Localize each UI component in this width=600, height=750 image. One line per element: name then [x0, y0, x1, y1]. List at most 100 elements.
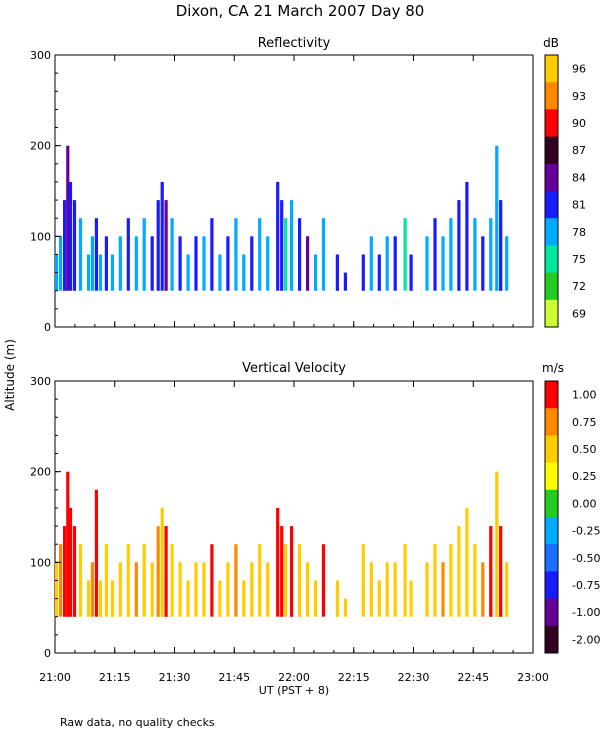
reflectivity-data-column: [321, 218, 326, 291]
reflectivity-data-column: [63, 200, 67, 291]
reflectivity-data-column: [250, 236, 254, 291]
reflectivity-data-column: [290, 200, 294, 291]
reflectivity-colorbar-label: 84: [572, 171, 586, 184]
reflectivity-y-tick-label: 100: [30, 230, 51, 243]
reflectivity-data-column: [306, 236, 310, 291]
reflectivity-data-column: [258, 218, 262, 291]
velocity-colorbar-label: -0.50: [572, 552, 600, 565]
reflectivity-data-column: [457, 200, 461, 291]
x-tick-label: 23:00: [517, 671, 549, 684]
velocity-data-column: [321, 544, 326, 617]
reflectivity-data-column: [505, 236, 509, 291]
velocity-data-column: [68, 507, 73, 617]
velocity-data-column: [242, 580, 246, 617]
velocity-colorbar-swatch: [545, 381, 558, 409]
velocity-data-column: [313, 580, 318, 617]
velocity-data-column: [409, 580, 413, 617]
reflectivity-data-column: [194, 236, 198, 291]
velocity-data-column: [385, 562, 389, 617]
velocity-data-column: [210, 544, 214, 617]
velocity-data-column: [499, 526, 503, 617]
reflectivity-data-column: [178, 236, 182, 291]
reflectivity-data-column: [164, 200, 168, 291]
reflectivity-colorbar-label: 78: [572, 226, 586, 239]
velocity-data-column: [186, 580, 190, 617]
velocity-data-column: [361, 544, 365, 617]
reflectivity-colorbar-label: 69: [572, 307, 586, 320]
x-tick-label: 21:00: [39, 671, 71, 684]
reflectivity-colorbar-label: 90: [572, 117, 586, 130]
reflectivity-data-column: [280, 200, 284, 291]
velocity-data-column: [457, 526, 461, 617]
reflectivity-data-column: [59, 236, 63, 291]
velocity-colorbar-label: -1.00: [572, 606, 600, 619]
reflectivity-data-column: [202, 236, 206, 291]
velocity-data-column: [160, 507, 164, 617]
velocity-colorbar-swatch: [545, 435, 558, 464]
reflectivity-data-columns: [55, 145, 509, 291]
reflectivity-data-column: [126, 218, 130, 291]
reflectivity-title: Reflectivity: [258, 36, 331, 51]
reflectivity-y-tick-label: 200: [30, 140, 51, 153]
velocity-data-column: [234, 544, 238, 617]
reflectivity-data-column: [78, 218, 83, 291]
velocity-colorbar-unit: m/s: [542, 361, 564, 375]
reflectivity-colorbar-swatch: [545, 82, 558, 110]
velocity-data-column: [505, 562, 509, 617]
reflectivity-data-column: [170, 218, 174, 291]
reflectivity-colorbar-swatch: [545, 163, 558, 192]
reflectivity-data-column: [118, 236, 122, 291]
velocity-colorbar-swatch: [545, 544, 558, 572]
reflectivity-data-column: [266, 236, 270, 291]
velocity-data-column: [495, 471, 499, 617]
reflectivity-data-column: [284, 218, 288, 291]
reflectivity-data-column: [72, 200, 77, 291]
velocity-colorbar-swatch: [545, 598, 558, 627]
reflectivity-data-column: [433, 218, 437, 291]
reflectivity-data-column: [104, 236, 108, 291]
reflectivity-data-column: [361, 254, 365, 291]
reflectivity-data-column: [156, 200, 160, 291]
reflectivity-colorbar-label: 75: [572, 253, 586, 266]
velocity-data-column: [290, 526, 294, 617]
velocity-y-tick-label: 200: [30, 466, 51, 479]
velocity-y-tick-label: 300: [30, 375, 51, 388]
velocity-data-column: [377, 580, 381, 617]
reflectivity-colorbar-swatch: [545, 299, 558, 328]
velocity-data-column: [481, 562, 485, 617]
reflectivity-data-column: [385, 236, 389, 291]
reflectivity-data-column: [377, 254, 381, 291]
reflectivity-data-column: [86, 254, 91, 291]
velocity-data-column: [63, 526, 67, 617]
velocity-data-column: [164, 526, 168, 617]
reflectivity-data-column: [403, 218, 407, 291]
x-tick-label: 21:15: [99, 671, 131, 684]
velocity-data-column: [218, 580, 222, 617]
reflectivity-data-column: [68, 181, 73, 291]
velocity-y-tick-label: 100: [30, 556, 51, 569]
velocity-data-column: [66, 471, 70, 617]
reflectivity-data-column: [218, 254, 222, 291]
velocity-data-column: [72, 526, 77, 617]
velocity-data-column: [250, 562, 254, 617]
reflectivity-data-column: [343, 272, 347, 291]
velocity-data-column: [59, 544, 63, 617]
velocity-colorbar-swatch: [545, 408, 558, 436]
velocity-data-column: [403, 544, 407, 617]
velocity-y-tick-label: 0: [44, 647, 51, 660]
reflectivity-data-column: [242, 254, 246, 291]
velocity-colorbar-frame: [544, 380, 559, 654]
reflectivity-colorbar-label: 96: [572, 63, 586, 76]
velocity-colorbar-swatch: [545, 462, 558, 491]
velocity-data-column: [126, 544, 130, 617]
x-tick-label: 21:30: [159, 671, 191, 684]
reflectivity-data-column: [489, 218, 493, 291]
y-axis-label: Altitude (m): [3, 339, 17, 411]
velocity-data-column: [170, 544, 174, 617]
velocity-data-column: [369, 562, 373, 617]
velocity-colorbar-label: 0.00: [572, 497, 597, 510]
velocity-data-column: [425, 562, 429, 617]
reflectivity-colorbar-swatch: [545, 55, 558, 83]
velocity-data-column: [284, 544, 288, 617]
